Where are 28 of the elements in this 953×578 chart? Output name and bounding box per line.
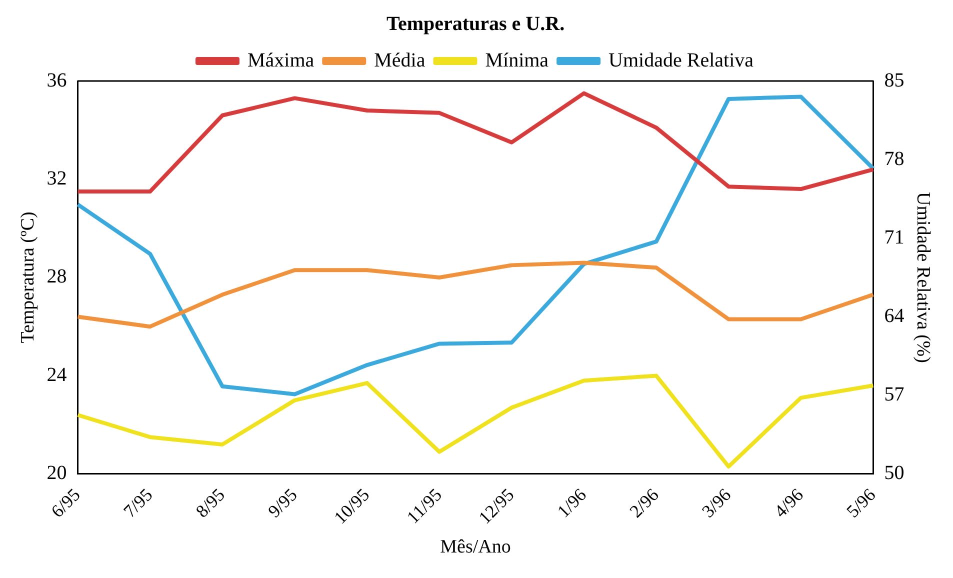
y2-tick-label: 50 [884,462,904,484]
x-tick-label: 4/96 [770,484,808,522]
x-tick-label: 1/96 [553,484,590,522]
legend-title: Temperaturas e U.R. [386,13,565,36]
legend-label: Média [374,49,426,72]
y2-tick-label: 78 [884,148,904,170]
y2-tick-label: 57 [884,384,904,406]
y2-axis-title: Umidade Relativa (%) [912,192,934,363]
x-tick-label: 5/96 [842,484,880,522]
y-tick-label: 28 [46,266,67,288]
x-axis-title: Mês/Ano [440,536,511,558]
legend-label: Máxima [247,49,314,72]
x-tick-label: 8/95 [192,484,229,522]
y-tick-label: 24 [46,364,67,386]
y2-tick-label: 85 [884,69,904,92]
y-tick-label: 36 [46,69,67,92]
y2-tick-label: 64 [884,305,904,328]
legend-label: Umidade Relativa [608,49,754,72]
y2-tick-label: 71 [884,226,904,248]
x-tick-label: 9/95 [264,484,301,522]
x-tick-label: 6/95 [47,484,84,522]
x-tick-label: 7/95 [120,484,156,522]
y-tick-label: 32 [46,167,67,190]
legend-label: Mínima [485,49,549,72]
y-axis-title: Temperatura (ºC) [17,212,38,344]
x-tick-label: 3/96 [698,484,735,522]
x-tick-label: 2/96 [626,484,662,522]
y-tick-label: 20 [46,462,67,484]
